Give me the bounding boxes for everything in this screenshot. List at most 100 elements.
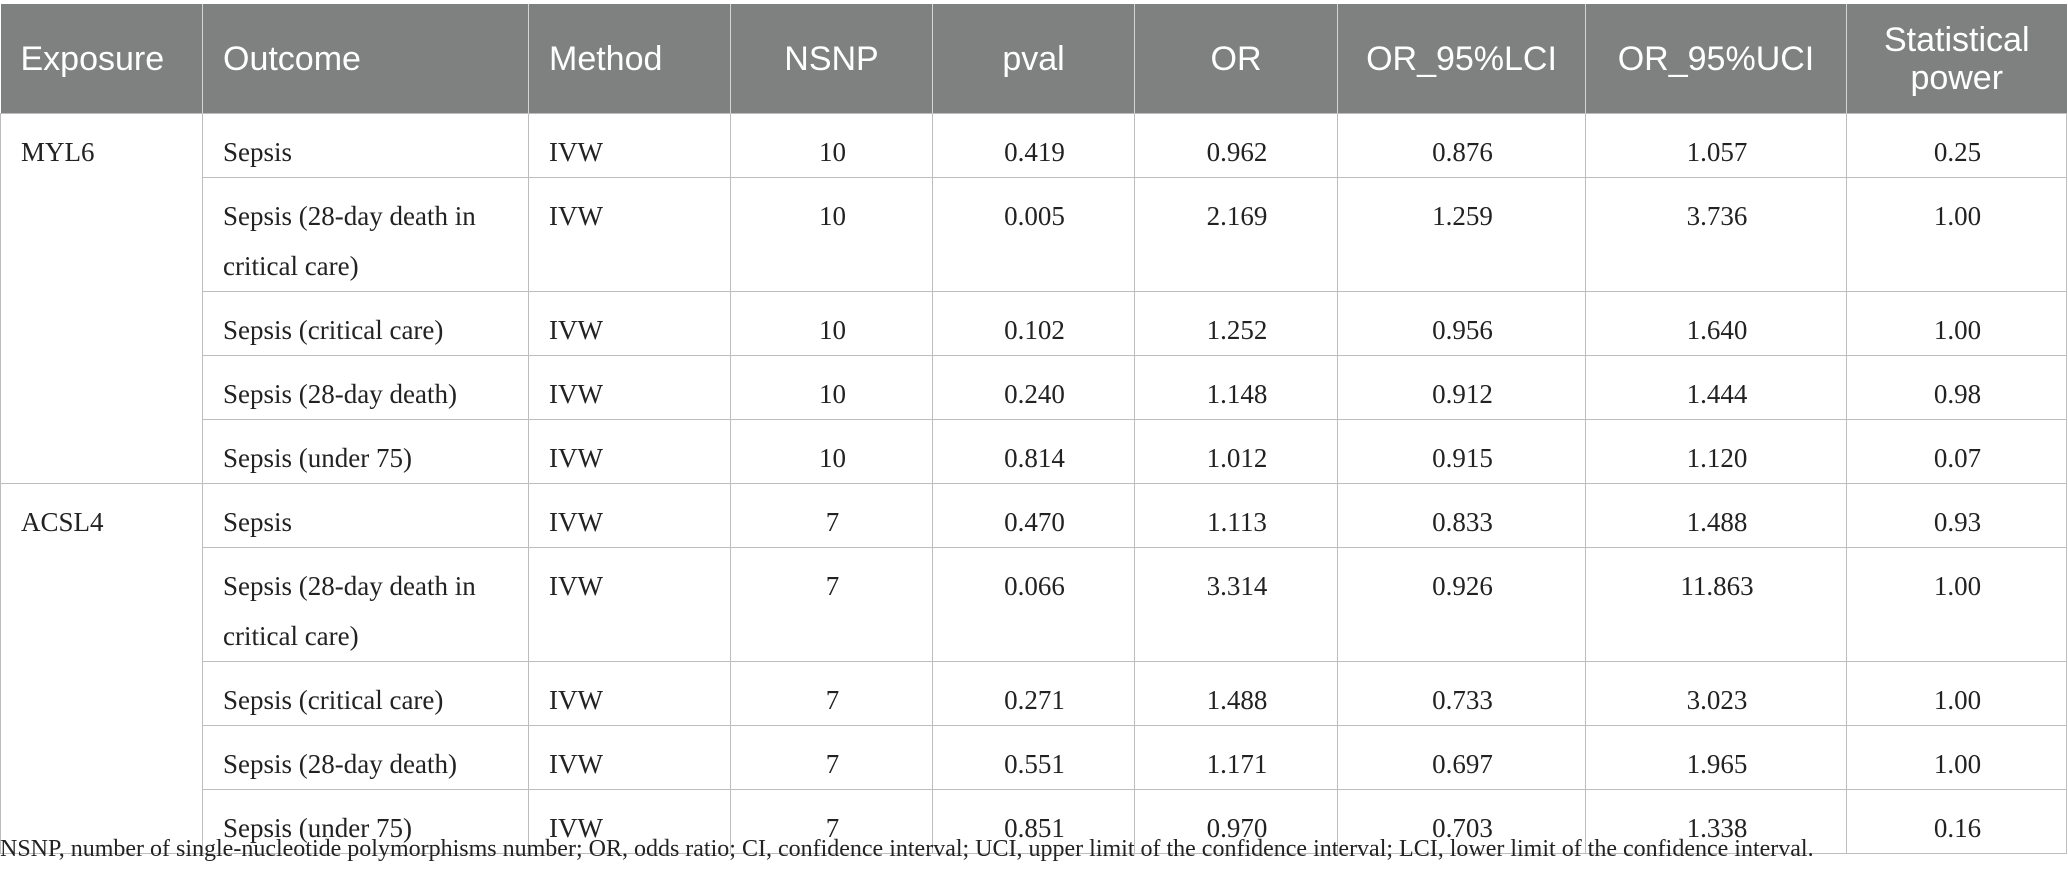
table-footnote: NSNP, number of single-nucleotide polymo… [0, 836, 1814, 862]
cell-or: 1.171 [1134, 725, 1338, 790]
cell-or-uci: 1.488 [1585, 483, 1847, 548]
header-nsnp: NSNP [730, 4, 933, 114]
cell-pval: 0.271 [932, 661, 1135, 726]
header-method: Method [528, 4, 731, 114]
cell-method: IVW [528, 725, 731, 790]
table-row: Sepsis (28-day death) IVW 10 0.240 1.148 0.91… [1, 355, 2067, 420]
cell-outcome: Sepsis (28-day death in critical care) [202, 547, 529, 662]
cell-statistical-power: 0.16 [1846, 789, 2067, 854]
table-row: Sepsis (28-day death) IVW 7 0.551 1.171 0.697… [1, 725, 2067, 790]
cell-or: 1.148 [1134, 355, 1338, 420]
cell-nsnp: 7 [730, 789, 933, 854]
cell-or: 1.252 [1134, 291, 1338, 356]
header-or-uci: OR_95%UCI [1585, 4, 1847, 114]
cell-pval: 0.005 [932, 177, 1135, 292]
header-or: OR [1134, 4, 1338, 114]
header-pval: pval [932, 4, 1135, 114]
cell-or: 0.970 [1134, 789, 1338, 854]
cell-or: 1.012 [1134, 419, 1338, 484]
cell-statistical-power: 0.07 [1846, 419, 2067, 484]
header-outcome: Outcome [202, 4, 529, 114]
cell-outcome: Sepsis [202, 113, 529, 178]
cell-nsnp: 7 [730, 725, 933, 790]
cell-or-uci: 11.863 [1585, 547, 1847, 662]
cell-nsnp: 10 [730, 419, 933, 484]
cell-method: IVW [528, 661, 731, 726]
cell-method: IVW [528, 547, 731, 662]
table-body: MYL6 Sepsis IVW 10 0.419 0.962 0.876 1.057 0.25 S… [0, 113, 2067, 854]
cell-nsnp: 7 [730, 661, 933, 726]
cell-or: 1.488 [1134, 661, 1338, 726]
cell-or-uci: 1.120 [1585, 419, 1847, 484]
cell-or: 0.962 [1134, 113, 1338, 178]
cell-exposure: MYL6 [0, 113, 203, 484]
cell-or: 3.314 [1134, 547, 1338, 662]
cell-or-uci: 1.057 [1585, 113, 1847, 178]
table-header: Exposure Outcome Method NSNP pval OR OR_… [0, 4, 2067, 114]
cell-pval: 0.814 [932, 419, 1135, 484]
cell-pval: 0.419 [932, 113, 1135, 178]
cell-outcome: Sepsis (28-day death) [202, 355, 529, 420]
cell-outcome: Sepsis (critical care) [202, 291, 529, 356]
cell-outcome: Sepsis (28-day death) [202, 725, 529, 790]
cell-nsnp: 10 [730, 355, 933, 420]
cell-method: IVW [528, 291, 731, 356]
table-row: Sepsis (28-day death in critical care) IV… [1, 177, 2067, 292]
cell-pval: 0.551 [932, 725, 1135, 790]
cell-or-uci: 1.640 [1585, 291, 1847, 356]
results-table-container: Exposure Outcome Method NSNP pval OR OR_… [0, 4, 2067, 854]
cell-method: IVW [528, 419, 731, 484]
mr-results-table: Exposure Outcome Method NSNP pval OR OR_… [0, 4, 2067, 854]
cell-or-lci: 0.733 [1337, 661, 1586, 726]
cell-statistical-power: 0.93 [1846, 483, 2067, 548]
cell-nsnp: 10 [730, 291, 933, 356]
cell-nsnp: 10 [730, 113, 933, 178]
cell-pval: 0.102 [932, 291, 1135, 356]
table-row: MYL6 Sepsis IVW 10 0.419 0.962 0.876 1.057 0.25 [0, 113, 2067, 484]
cell-statistical-power: 0.25 [1846, 113, 2067, 178]
cell-or-lci: 0.876 [1337, 113, 1586, 178]
cell-outcome: Sepsis [202, 483, 529, 548]
cell-method: IVW [528, 355, 731, 420]
table-row: Sepsis (28-day death in critical care) IV… [1, 547, 2067, 662]
cell-pval: 0.240 [932, 355, 1135, 420]
table-row: ACSL4 Sepsis IVW 7 0.470 1.113 0.833 1.488 0.93 [0, 483, 2067, 854]
cell-or-lci: 0.915 [1337, 419, 1586, 484]
cell-pval: 0.851 [932, 789, 1135, 854]
table-row: Sepsis (under 75) IVW 7 0.851 0.970 0.703 1.33… [1, 789, 2067, 854]
cell-statistical-power: 1.00 [1846, 547, 2067, 662]
cell-nsnp: 7 [730, 547, 933, 662]
header-statistical-power: Statistical power [1846, 4, 2067, 114]
table-row: Sepsis (under 75) IVW 10 0.814 1.012 0.915 1.1… [1, 419, 2067, 484]
cell-outcome: Sepsis (under 75) [202, 419, 529, 484]
cell-or-lci: 0.926 [1337, 547, 1586, 662]
cell-statistical-power: 1.00 [1846, 661, 2067, 726]
cell-statistical-power: 1.00 [1846, 725, 2067, 790]
cell-or-lci: 0.703 [1337, 789, 1586, 854]
cell-outcome: Sepsis (critical care) [202, 661, 529, 726]
cell-or-lci: 0.833 [1337, 483, 1586, 548]
cell-or-lci: 1.259 [1337, 177, 1586, 292]
cell-or-uci: 1.338 [1585, 789, 1847, 854]
cell-or-lci: 0.697 [1337, 725, 1586, 790]
header-row: Exposure Outcome Method NSNP pval OR OR_… [0, 4, 2067, 114]
cell-nsnp: 7 [730, 483, 933, 548]
cell-pval: 0.066 [932, 547, 1135, 662]
cell-or: 1.113 [1134, 483, 1338, 548]
cell-or-lci: 0.912 [1337, 355, 1586, 420]
cell-or-lci: 0.956 [1337, 291, 1586, 356]
cell-or: 2.169 [1134, 177, 1338, 292]
cell-outcome: Sepsis (under 75) [202, 789, 529, 854]
cell-method: IVW [528, 789, 731, 854]
cell-exposure: ACSL4 [0, 483, 203, 854]
table-row: Sepsis (critical care) IVW 7 0.271 1.488 0.73… [1, 661, 2067, 726]
cell-statistical-power: 1.00 [1846, 291, 2067, 356]
header-or-lci: OR_95%LCI [1337, 4, 1586, 114]
cell-nsnp: 10 [730, 177, 933, 292]
cell-or-uci: 3.736 [1585, 177, 1847, 292]
table-row: Sepsis (critical care) IVW 10 0.102 1.252 0.9… [1, 291, 2067, 356]
cell-statistical-power: 1.00 [1846, 177, 2067, 292]
cell-or-uci: 1.965 [1585, 725, 1847, 790]
header-exposure: Exposure [0, 4, 203, 114]
cell-method: IVW [528, 177, 731, 292]
